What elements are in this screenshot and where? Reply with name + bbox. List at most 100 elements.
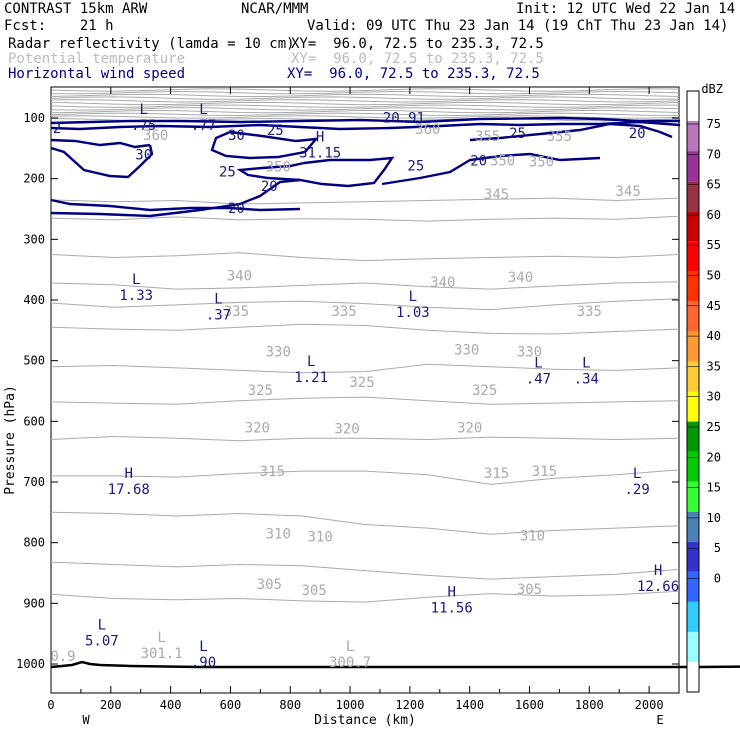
colorbar-level-label: 30 — [707, 390, 721, 404]
theta-contour-label: 330 — [454, 343, 479, 359]
colorbar-swatch — [687, 241, 699, 272]
x-tick-label: 600 — [220, 698, 242, 712]
y-tick-label: 300 — [23, 232, 45, 246]
colorbar-level-label: 75 — [707, 117, 721, 131]
colorbar-level-label: 55 — [707, 238, 721, 252]
colorbar-level-label: 65 — [707, 178, 721, 192]
theta-contour-upper — [50, 99, 680, 103]
theta-contour — [50, 323, 680, 335]
colorbar-level-label: 0 — [714, 572, 721, 586]
field-wind-xy: XY= 96.0, 72.5 to 235.3, 72.5 — [287, 66, 540, 82]
header-line2-right: Valid: 09 UTC Thu 23 Jan 14 (19 ChT Thu … — [307, 18, 729, 34]
extremum-marker: L — [346, 639, 354, 655]
y-tick-label: 800 — [23, 536, 45, 550]
upper-theta-bundle — [50, 88, 680, 122]
theta-contour-label: 360 — [415, 122, 440, 138]
theta-contour-label: 320 — [245, 420, 270, 436]
extremum-value: 1.33 — [119, 288, 153, 304]
colorbar-level-label: 40 — [707, 329, 721, 343]
extremum-marker: H — [448, 584, 456, 600]
wind-contour-label: 25 — [267, 123, 284, 139]
y-tick-label: 100 — [23, 111, 45, 125]
theta-contours — [50, 197, 680, 603]
y-axis-label: Pressure (hPa) — [3, 385, 18, 495]
wind-contour — [50, 144, 154, 179]
colorbar-swatch — [687, 211, 699, 242]
extremum-value: 1.03 — [396, 305, 430, 321]
extremum-marker: L — [139, 102, 147, 118]
extremum-marker: L — [307, 354, 315, 370]
colorbar-level-label: 50 — [707, 269, 721, 283]
theta-contour-label: 315 — [260, 464, 285, 480]
x-tick-label: 1400 — [455, 698, 484, 712]
theta-contour-label: 350 — [266, 160, 291, 176]
wind-contour-label: 20 — [228, 201, 245, 217]
theta-contour-upper — [50, 104, 679, 108]
theta-contour-label: 345 — [484, 187, 509, 203]
terrain-line — [50, 660, 740, 669]
extremum-value: .37 — [206, 307, 231, 323]
theta-contour-upper — [50, 88, 680, 92]
extremum-value: .75 — [131, 118, 156, 134]
wind-contour — [381, 152, 601, 186]
wind-contour-label: 30 — [228, 128, 245, 144]
wind-contour — [339, 120, 681, 131]
theta-contour — [50, 590, 680, 603]
colorbar-level-label: 5 — [714, 541, 721, 555]
extremum-marker: L — [132, 272, 140, 288]
extremum-marker: H — [125, 466, 133, 482]
theta-contour-label: 335 — [577, 304, 602, 320]
wind-contour — [50, 198, 301, 212]
extremum-value: 12.66 — [637, 579, 679, 595]
theta-contour-label: 350 — [490, 153, 515, 169]
theta-contour-upper — [50, 107, 680, 111]
x-axis-label: Distance (km) — [314, 713, 416, 728]
theta-contour-label: 310 — [266, 527, 291, 543]
y-tick-label: 1000 — [16, 657, 45, 671]
theta-contour — [50, 435, 680, 442]
colorbar-swatch — [687, 181, 699, 212]
theta-contour — [50, 363, 680, 374]
theta-contour — [51, 469, 680, 485]
left-endpoint-label: W — [82, 713, 90, 727]
wind-contour — [50, 178, 301, 218]
wind-contour-label: 30 — [135, 147, 152, 163]
theta-contour-label: 345 — [616, 184, 641, 200]
theta-contour-label: 310 — [520, 528, 545, 544]
wind-contour — [469, 122, 673, 142]
extremum-marker: L — [199, 102, 207, 118]
extremum-marker: L — [633, 466, 641, 482]
x-tick-label: 0 — [47, 698, 54, 712]
extremum-value: .90 — [191, 655, 216, 671]
field-wind-label: Horizontal wind speed — [8, 66, 186, 82]
extremum-marker: L — [157, 630, 165, 646]
theta-contour-label: 340 — [227, 269, 252, 285]
header-line1-center: NCAR/MMM — [241, 1, 309, 17]
header-line2-left: Fcst: 21 h — [4, 18, 114, 34]
y-tick-label: 700 — [23, 475, 45, 489]
colorbar-swatch — [687, 541, 699, 572]
theta-contour-label: 340 — [508, 270, 533, 286]
colorbar-level-label: 15 — [707, 481, 721, 495]
colorbar-swatch — [687, 421, 699, 452]
field-radar-xy: XY= 96.0, 72.5 to 235.3, 72.5 — [291, 36, 544, 52]
field-radar-label: Radar reflectivity (lamda = 10 cm) — [8, 36, 295, 52]
y-tick-label: 500 — [23, 354, 45, 368]
theta-contour-label: 335 — [224, 304, 249, 320]
extremum-value: .47 — [526, 372, 551, 388]
extremum-marker: H — [654, 563, 662, 579]
theta-contour — [50, 396, 680, 405]
colorbar-swatch — [687, 631, 699, 662]
colorbar-level-label: 10 — [707, 511, 721, 525]
wind-contour — [50, 123, 341, 131]
extremum-value: 300.7 — [329, 655, 371, 671]
colorbar-swatch — [687, 391, 699, 422]
right-endpoint-label: E — [656, 713, 663, 727]
extremum-marker: L — [199, 639, 207, 655]
extremum-marker: L — [409, 289, 417, 305]
extremum-value: 31.15 — [299, 145, 341, 161]
theta-contour-label: 355 — [475, 129, 500, 145]
x-tick-label: 1600 — [515, 698, 544, 712]
wind-contour-label: 20 — [629, 126, 646, 142]
theta-contour-upper — [50, 90, 680, 95]
